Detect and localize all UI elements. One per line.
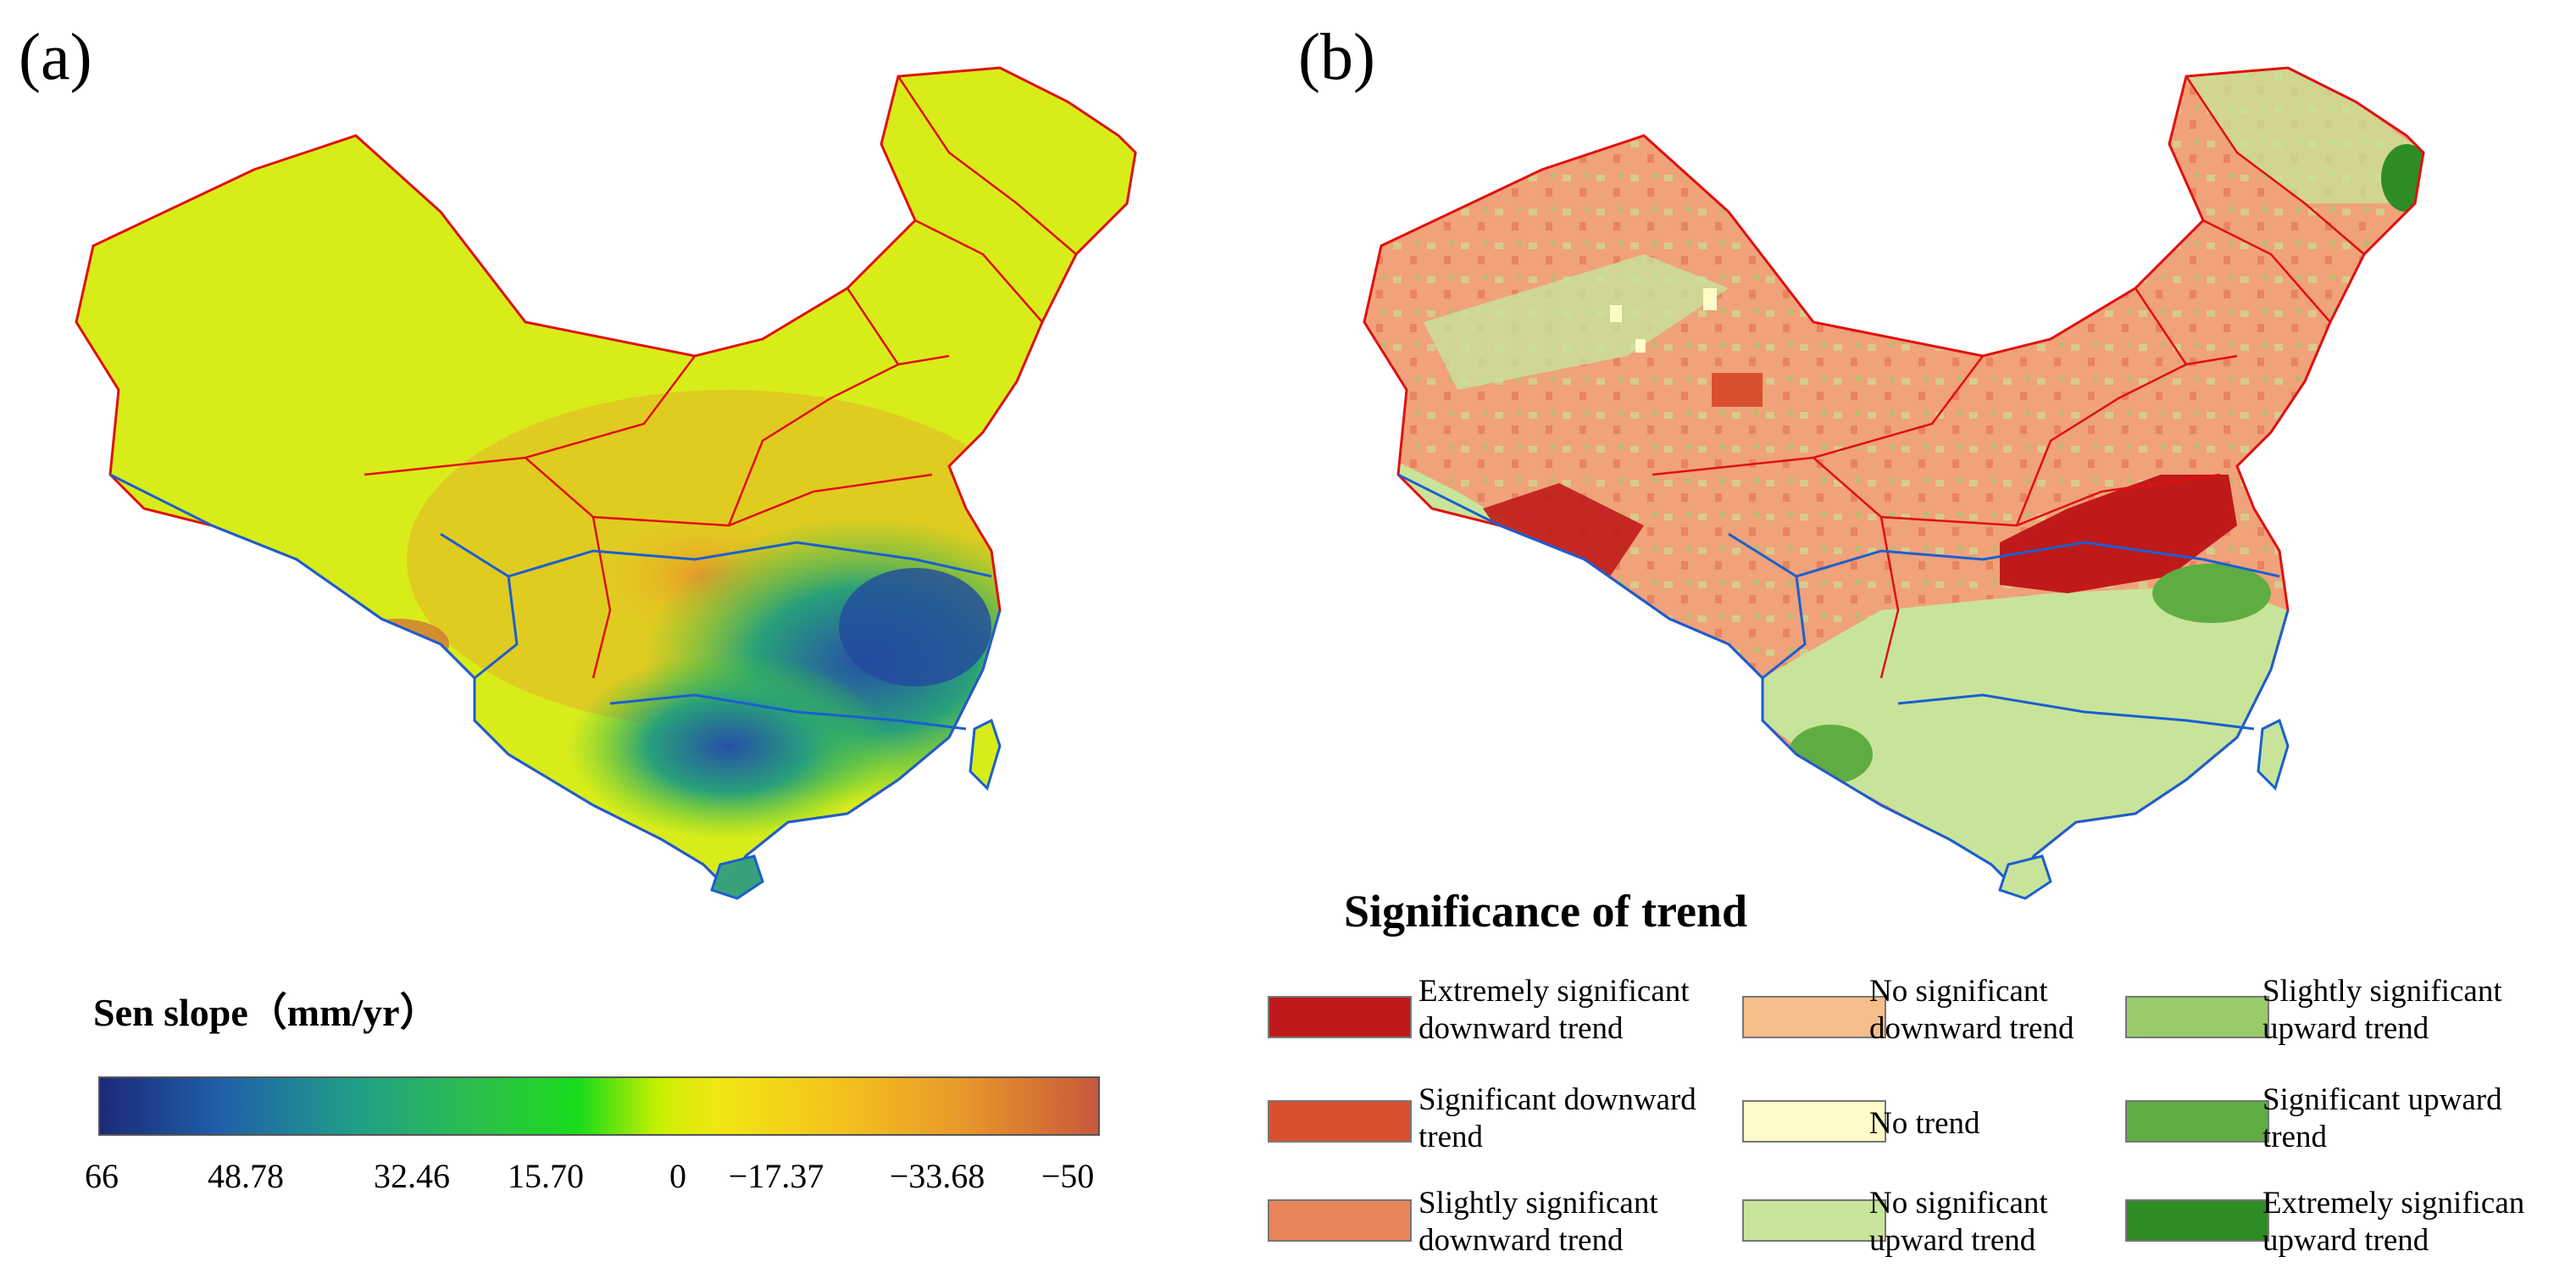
- legend-label: Extremely significan upward trend: [2262, 1186, 2525, 1258]
- colorbar-tick: −50: [1041, 1157, 1095, 1195]
- colorbar-tick: −17.37: [728, 1157, 824, 1195]
- legend-label: Slightly significant downward trend: [1418, 1186, 1658, 1258]
- legend-swatch: [1742, 1100, 1886, 1143]
- legend-label: No significant upward trend: [1869, 1186, 2048, 1258]
- colorbar-tick: 32.46: [374, 1157, 450, 1195]
- legend-swatch: [2125, 996, 2269, 1038]
- colorbar-tick: 48.78: [208, 1157, 284, 1195]
- colorbar: [98, 1076, 1100, 1136]
- legend-title: Significance of trend: [1344, 886, 1747, 937]
- legend-swatch: [2125, 1100, 2269, 1143]
- legend-label: No trend: [1869, 1106, 1980, 1141]
- colorbar-tick: −33.68: [889, 1157, 985, 1195]
- colorbar-tick: 66: [85, 1157, 119, 1195]
- legend-label: Significant upward trend: [2262, 1082, 2502, 1154]
- legend-label: Slightly significant upward trend: [2262, 974, 2502, 1046]
- legend-swatch: [1268, 1199, 1412, 1242]
- colorbar-tick: 15.70: [508, 1157, 584, 1195]
- panel-label-b: (b): [1298, 19, 1375, 93]
- colorbar-title: Sen slope（mm/yr）: [93, 991, 439, 1034]
- panel-label-a: (a): [19, 19, 92, 93]
- legend-label: Significant downward trend: [1418, 1082, 1696, 1154]
- legend-swatch: [1268, 1100, 1412, 1143]
- legend-swatch: [2125, 1199, 2269, 1242]
- legend-label: Extremely significant downward trend: [1418, 974, 1690, 1046]
- legend-swatch: [1742, 996, 1886, 1038]
- legend-swatch: [1268, 996, 1412, 1038]
- legend-label: No significant downward trend: [1869, 974, 2074, 1046]
- colorbar-tick: 0: [669, 1157, 686, 1195]
- legend-swatch: [1742, 1199, 1886, 1242]
- significance-map: [1363, 66, 2425, 900]
- sen-slope-map: [75, 66, 1137, 900]
